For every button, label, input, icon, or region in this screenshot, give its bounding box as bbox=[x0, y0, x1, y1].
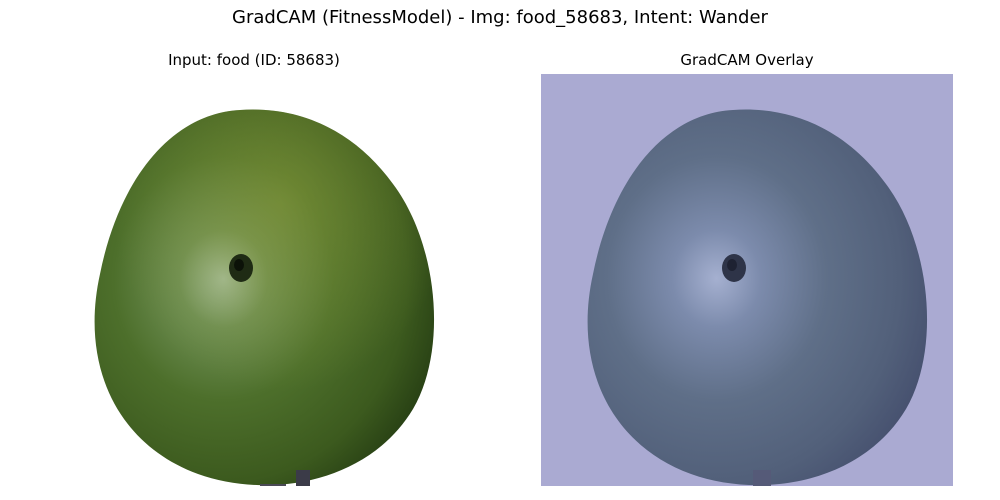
input-image bbox=[48, 74, 460, 486]
input-panel-title: Input: food (ID: 58683) bbox=[168, 51, 340, 69]
figure-suptitle: GradCAM (FitnessModel) - Img: food_58683… bbox=[232, 7, 768, 28]
green-fruit-photo bbox=[48, 74, 460, 486]
green-fruit-gradcam-overlay bbox=[541, 74, 953, 486]
overlay-panel: GradCAM Overlay bbox=[541, 50, 953, 486]
overlay-panel-title: GradCAM Overlay bbox=[680, 51, 814, 69]
input-panel: Input: food (ID: 58683) bbox=[48, 50, 460, 486]
overlay-image bbox=[541, 74, 953, 486]
